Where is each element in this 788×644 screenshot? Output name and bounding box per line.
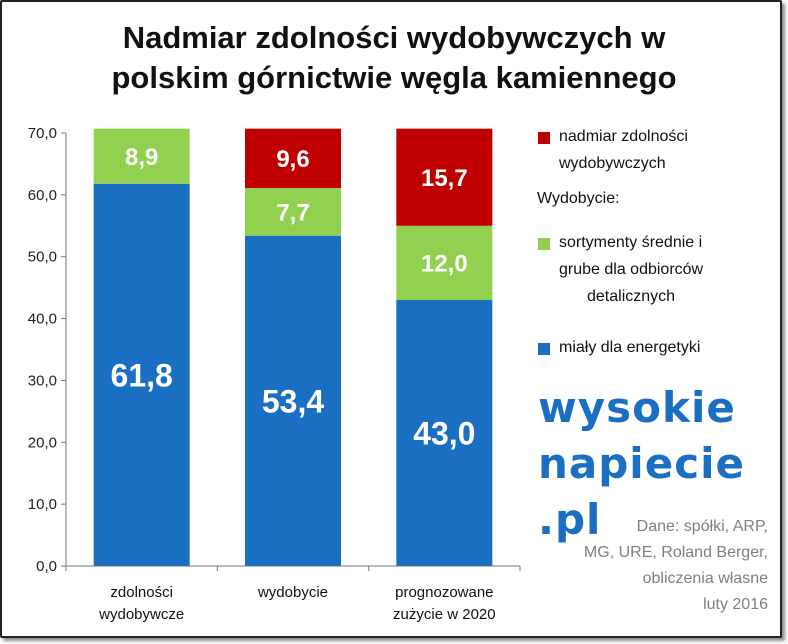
- bar-segment-fines: [93, 183, 190, 567]
- legend-label-surplus-line-2: wydobywczych: [559, 155, 666, 172]
- bar-segment-assortments: [93, 128, 190, 184]
- logo-line-1: wysokie: [538, 383, 736, 432]
- y-tick-label: 50,0: [28, 249, 57, 266]
- bar-segment-fines: [245, 235, 341, 566]
- data-label: 53,4: [262, 383, 324, 419]
- y-tick-label: 30,0: [28, 372, 57, 389]
- logo: wysokie napiecie .pl: [538, 380, 745, 548]
- bar-segment-surplus: [396, 128, 493, 226]
- y-tick-label: 0,0: [36, 558, 57, 575]
- legend-label-assortments-line-1: sortymenty średnie i: [559, 234, 703, 251]
- legend-swatch-assortments: [538, 238, 550, 250]
- legend-label-fines: miały dla energetyki: [559, 339, 701, 356]
- data-label: 9,6: [276, 146, 309, 173]
- legend-label-surplus: nadmiar zdolności wydobywczych: [559, 123, 688, 177]
- source-line-3: obliczenia własne: [642, 570, 768, 587]
- data-label: 12,0: [421, 251, 468, 278]
- y-tick-label: 20,0: [28, 434, 57, 451]
- data-label: 61,8: [111, 357, 173, 393]
- legend-label-assortments-line-2: grube dla odbiorców: [559, 261, 704, 278]
- chart-title-line-1: Nadmiar zdolności wydobywczych w: [122, 20, 666, 55]
- bar-segment-surplus: [245, 128, 341, 189]
- source-note: Dane: spółki, ARP, MG, URE, Roland Berge…: [520, 514, 768, 618]
- legend-label-assortments: sortymenty średnie i grube dla odbiorców…: [559, 229, 703, 310]
- logo-line-3: .pl: [538, 495, 602, 544]
- y-tick-label: 60,0: [28, 187, 57, 204]
- source-line-4: luty 2016: [703, 596, 768, 613]
- source-line-2: MG, URE, Roland Berger,: [583, 544, 768, 561]
- data-label: 43,0: [413, 416, 475, 452]
- logo-line-2: napiecie: [538, 439, 745, 488]
- y-tick-label: 10,0: [28, 496, 57, 513]
- x-category-label: prognozowane: [395, 584, 493, 601]
- legend-swatch-fines: [538, 343, 550, 355]
- data-label: 8,9: [125, 144, 158, 171]
- legend-swatch-surplus: [538, 132, 550, 144]
- y-tick-label: 70,0: [28, 125, 57, 142]
- source-line-1: Dane: spółki, ARP,: [636, 518, 768, 535]
- x-category-label: zużycie w 2020: [393, 606, 496, 623]
- chart-title: Nadmiar zdolności wydobywczych w polskim…: [0, 18, 788, 98]
- legend-label-assortments-line-3: detalicznych: [587, 288, 676, 305]
- x-category-label: wydobywcze: [98, 606, 184, 623]
- chart-title-line-2: polskim górnictwie węgla kamiennego: [111, 60, 677, 95]
- bar-segment-assortments: [396, 225, 493, 301]
- x-category-label: zdolności: [110, 584, 173, 601]
- data-label: 7,7: [276, 200, 309, 227]
- x-category-label: wydobycie: [257, 584, 328, 601]
- bar-segment-assortments: [245, 188, 341, 236]
- data-label: 15,7: [421, 165, 468, 192]
- bar-segment-fines: [396, 300, 493, 566]
- legend-label-surplus-line-1: nadmiar zdolności: [559, 128, 688, 145]
- y-tick-label: 40,0: [28, 311, 57, 328]
- legend-header: Wydobycie:: [537, 190, 620, 207]
